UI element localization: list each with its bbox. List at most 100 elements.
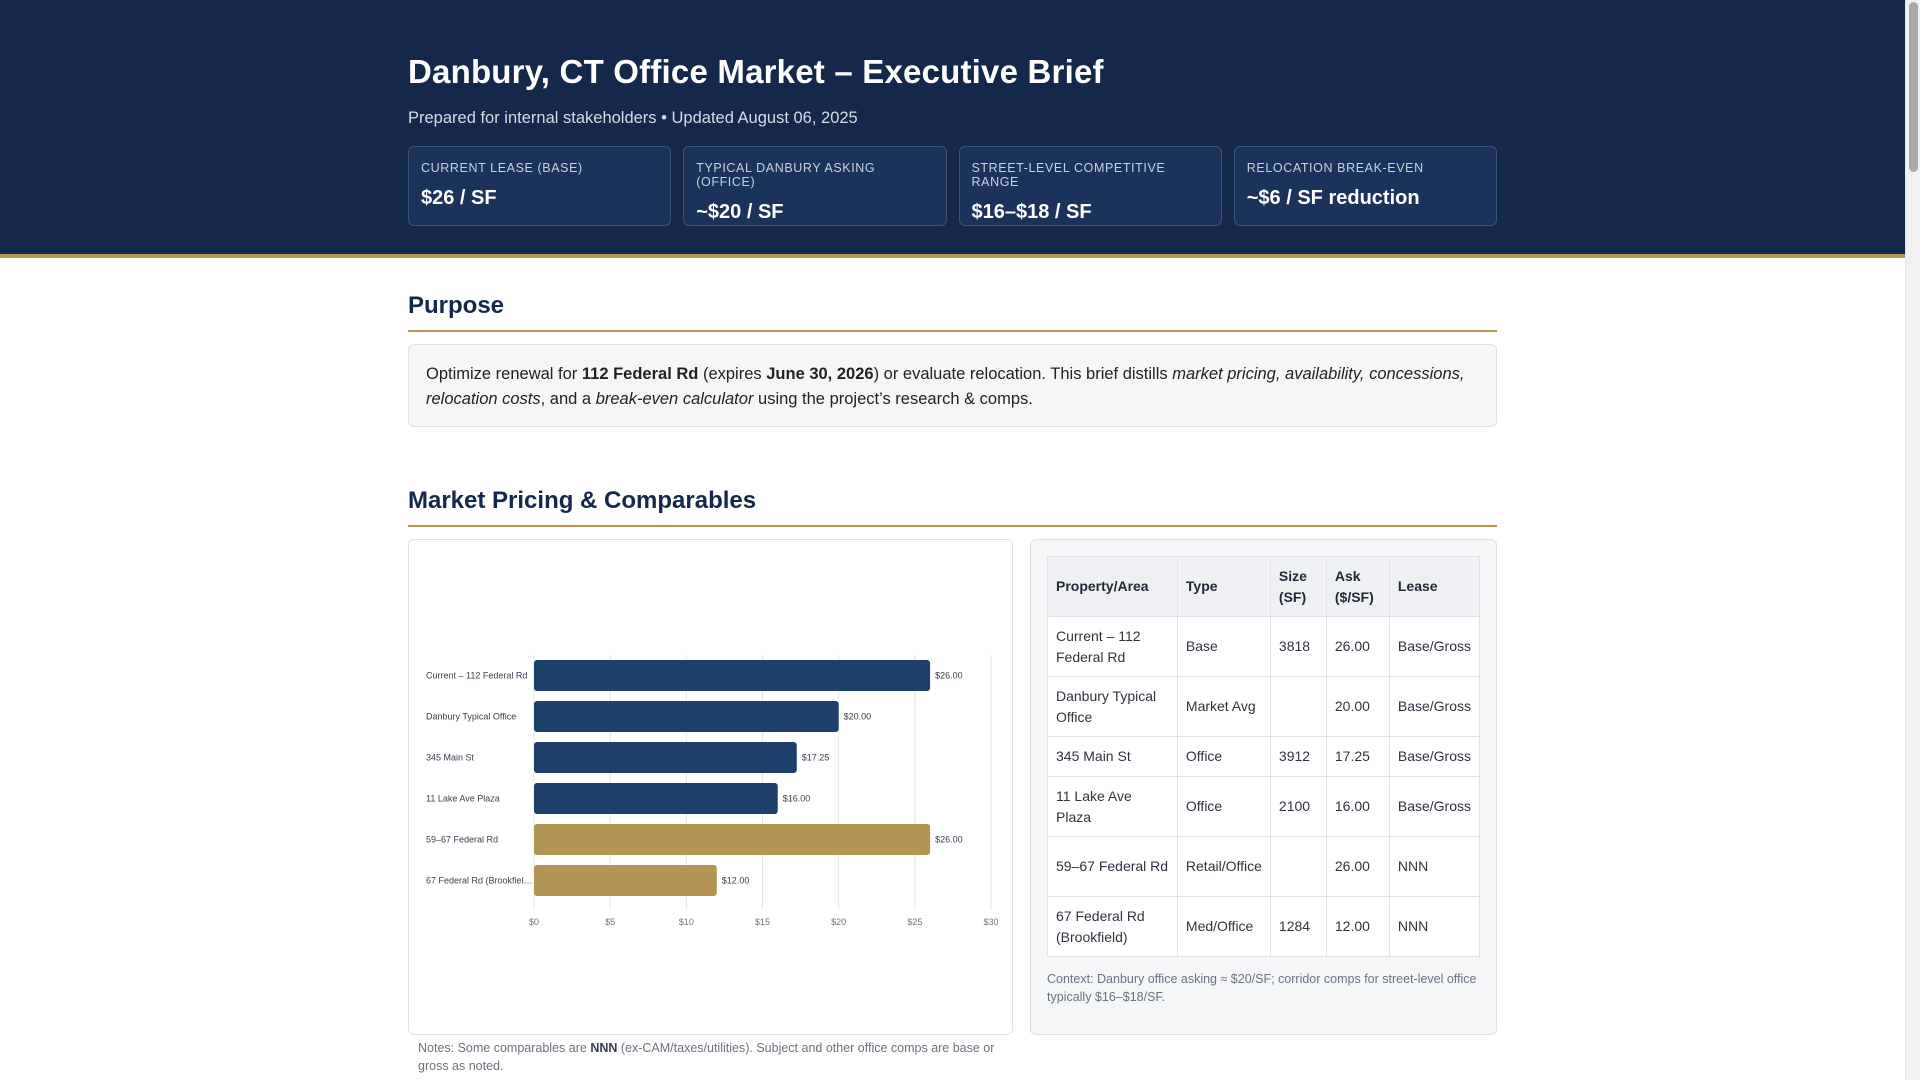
table-context-note: Context: Danbury office asking ≈ $20/SF;… <box>1047 972 1477 1004</box>
category-label: 345 Main St <box>426 753 475 763</box>
main-content: Purpose Optimize renewal for 112 Federal… <box>0 292 1497 1075</box>
category-label: 11 Lake Ave Plaza <box>426 794 500 804</box>
chart-card: $0 $5 $10 $15 $20 $25 $30 Current – 112 Federal… <box>408 539 1013 1035</box>
purpose-heading: Purpose <box>408 292 1497 332</box>
data-label: $26.00 <box>935 671 963 681</box>
vertical-scrollbar[interactable] <box>1905 0 1920 1080</box>
table-row: 345 Main St Office 3912 17.25 Base/Gross <box>1047 736 1481 777</box>
table-cell: Med/Office <box>1176 896 1271 957</box>
purpose-property: 112 Federal Rd <box>581 365 699 383</box>
bar <box>534 701 839 732</box>
x-tick-label: $10 <box>679 917 694 927</box>
purpose-box: Optimize renewal for 112 Federal Rd (exp… <box>408 344 1497 427</box>
table-cell: Office <box>1176 776 1271 837</box>
kpi-label: RELOCATION BREAK-EVEN <box>1246 161 1424 175</box>
table-cell: Base <box>1176 616 1271 677</box>
table-row: 11 Lake Ave Plaza Office 2100 16.00 Base… <box>1047 776 1481 837</box>
bar <box>534 783 778 814</box>
chart-note-text: Notes: Some comparables are <box>418 1041 591 1055</box>
bar <box>534 824 931 855</box>
table-cell: Office <box>1176 736 1271 777</box>
page-title: Danbury, CT Office Market – Executive Br… <box>408 53 1104 90</box>
column-header: Ask ($/SF) <box>1325 556 1390 617</box>
chart-note-bold: NNN <box>590 1041 618 1055</box>
bar <box>534 865 717 896</box>
x-tick-label: $25 <box>907 917 922 927</box>
purpose-text: (expires <box>698 365 767 383</box>
x-tick-label: $30 <box>983 917 998 927</box>
table-cell: 20.00 <box>1325 676 1390 737</box>
x-tick-label: $15 <box>755 917 770 927</box>
kpi-card-typical-asking: TYPICAL DANBURY ASKING (OFFICE) ~$20 / S… <box>683 146 947 226</box>
purpose-expiry: June 30, 2026 <box>766 365 874 383</box>
chart-note-text: (ex-CAM/taxes/utilities). Subject and ot… <box>418 1041 995 1073</box>
comps-table: Property/Area Type Size (SF) Ask ($/SF) … <box>1047 556 1481 957</box>
column-header: Property/Area <box>1047 556 1178 617</box>
purpose-topics: market pricing, availability, concession… <box>426 365 1465 408</box>
table-cell: 67 Federal Rd (Brookfield) <box>1047 896 1178 957</box>
table-cell: Base/Gross <box>1388 776 1481 837</box>
table-cell: 59–67 Federal Rd <box>1047 836 1178 897</box>
kpi-card-competitive-range: STREET-LEVEL COMPETITIVE RANGE $16–$18 /… <box>958 146 1222 226</box>
table-cell: 26.00 <box>1325 836 1390 897</box>
table-cell: 3912 <box>1269 736 1327 777</box>
bar <box>534 742 797 773</box>
market-heading: Market Pricing & Comparables <box>408 487 1497 527</box>
purpose-text: , and a <box>540 390 596 408</box>
table-cell: Market Avg <box>1176 676 1271 737</box>
kpi-label: STREET-LEVEL COMPETITIVE RANGE <box>971 161 1166 189</box>
table-row: Danbury Typical Office Market Avg 20.00 … <box>1047 676 1481 737</box>
table-cell: 26.00 <box>1325 616 1390 677</box>
kpi-card-current-lease: CURRENT LEASE (BASE) $26 / SF <box>408 146 672 226</box>
table-cell: 11 Lake Ave Plaza <box>1047 776 1178 837</box>
column-header: Type <box>1176 556 1271 617</box>
category-label: Danbury Typical Office <box>426 712 516 722</box>
scrollbar-thumb[interactable] <box>1909 2 1918 172</box>
purpose-calculator: break-even calculator <box>595 390 754 408</box>
table-cell <box>1269 676 1327 737</box>
purpose-text: using the project’s research & comps. <box>753 390 1033 408</box>
x-tick-label: $20 <box>831 917 846 927</box>
table-cell: 345 Main St <box>1047 736 1178 777</box>
category-label: 67 Federal Rd (Brookfiel… <box>426 876 533 886</box>
hero-header: Danbury, CT Office Market – Executive Br… <box>0 0 1905 258</box>
x-tick-label: $0 <box>529 917 539 927</box>
data-label: $17.25 <box>802 753 830 763</box>
kpi-value: $26 / SF <box>421 187 497 209</box>
kpi-label: CURRENT LEASE (BASE) <box>421 161 583 175</box>
table-cell: Current – 112 Federal Rd <box>1047 616 1178 677</box>
table-cell: 12.00 <box>1325 896 1390 957</box>
column-header: Lease <box>1388 556 1481 617</box>
table-cell: 3818 <box>1269 616 1327 677</box>
table-cell <box>1269 836 1327 897</box>
comps-table-card: Property/Area Type Size (SF) Ask ($/SF) … <box>1030 539 1497 1035</box>
table-cell: 2100 <box>1269 776 1327 837</box>
kpi-value: ~$6 / SF reduction <box>1246 187 1420 209</box>
table-cell: 16.00 <box>1325 776 1390 837</box>
table-cell: NNN <box>1388 836 1481 897</box>
bar <box>534 660 931 691</box>
table-cell: NNN <box>1388 896 1481 957</box>
data-label: $20.00 <box>844 712 872 722</box>
bar-chart: $0 $5 $10 $15 $20 $25 $30 Current – 112 Federal… <box>426 655 999 927</box>
data-label: $16.00 <box>783 794 811 804</box>
kpi-card-break-even: RELOCATION BREAK-EVEN ~$6 / SF reduction <box>1233 146 1497 226</box>
kpi-value: ~$20 / SF <box>696 201 784 223</box>
table-cell: Base/Gross <box>1388 676 1481 737</box>
category-label: Current – 112 Federal Rd <box>426 671 527 681</box>
data-label: $12.00 <box>722 876 750 886</box>
table-cell: Danbury Typical Office <box>1047 676 1178 737</box>
table-cell: Base/Gross <box>1388 616 1481 677</box>
market-row: $0 $5 $10 $15 $20 $25 $30 Current – 112 Federal… <box>408 539 1497 1075</box>
data-label: $26.00 <box>935 835 963 845</box>
x-tick-label: $5 <box>605 917 615 927</box>
table-row: 67 Federal Rd (Brookfield) Med/Office 12… <box>1047 896 1481 957</box>
purpose-text: ) or evaluate relocation. This brief dis… <box>873 365 1173 383</box>
kpi-label: TYPICAL DANBURY ASKING (OFFICE) <box>696 161 876 189</box>
category-label: 59–67 Federal Rd <box>426 835 498 845</box>
purpose-text: Optimize renewal for <box>426 365 582 383</box>
kpi-value: $16–$18 / SF <box>971 201 1092 223</box>
table-cell: Base/Gross <box>1388 736 1481 777</box>
table-cell: 17.25 <box>1325 736 1390 777</box>
table-row: Current – 112 Federal Rd Base 3818 26.00… <box>1047 616 1481 677</box>
